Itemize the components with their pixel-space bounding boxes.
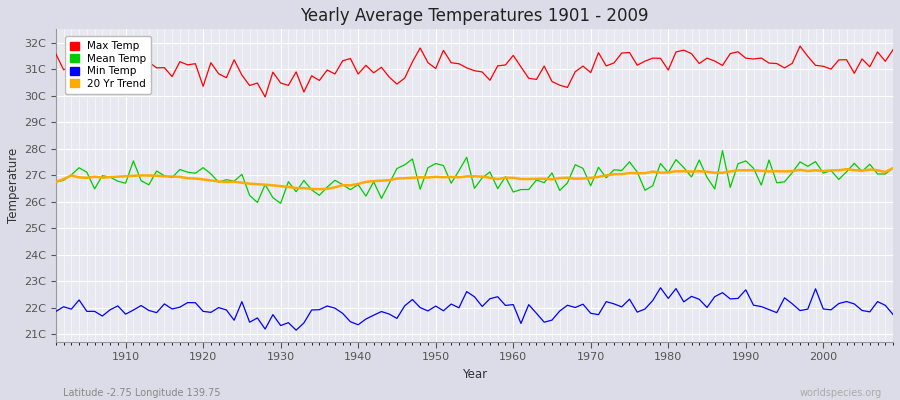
Y-axis label: Temperature: Temperature xyxy=(7,148,20,223)
Text: Latitude -2.75 Longitude 139.75: Latitude -2.75 Longitude 139.75 xyxy=(63,388,220,398)
Legend: Max Temp, Mean Temp, Min Temp, 20 Yr Trend: Max Temp, Mean Temp, Min Temp, 20 Yr Tre… xyxy=(65,36,151,94)
X-axis label: Year: Year xyxy=(462,368,487,381)
Text: worldspecies.org: worldspecies.org xyxy=(800,388,882,398)
Title: Yearly Average Temperatures 1901 - 2009: Yearly Average Temperatures 1901 - 2009 xyxy=(301,7,649,25)
